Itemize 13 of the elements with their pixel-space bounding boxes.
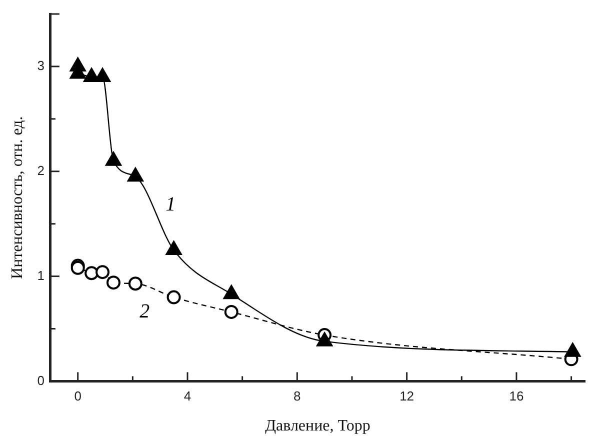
y-axis-title: Интенсивность, отн. ед. [8,116,26,279]
y-tick-label: 1 [37,268,44,283]
x-tick-label: 0 [74,388,82,404]
y-tick-label: 3 [37,58,44,74]
series-label: 1 [166,194,176,216]
x-axis-title: Давление, Торр [265,418,370,435]
x-tick-label: 4 [184,388,192,404]
x-tick-label: 8 [294,388,301,404]
series-label: 2 [140,300,150,323]
y-tick-label: 0 [37,372,44,388]
x-tick-label: 16 [509,388,524,404]
y-tick-label: 2 [37,162,44,178]
x-tick-label: 12 [400,388,414,404]
